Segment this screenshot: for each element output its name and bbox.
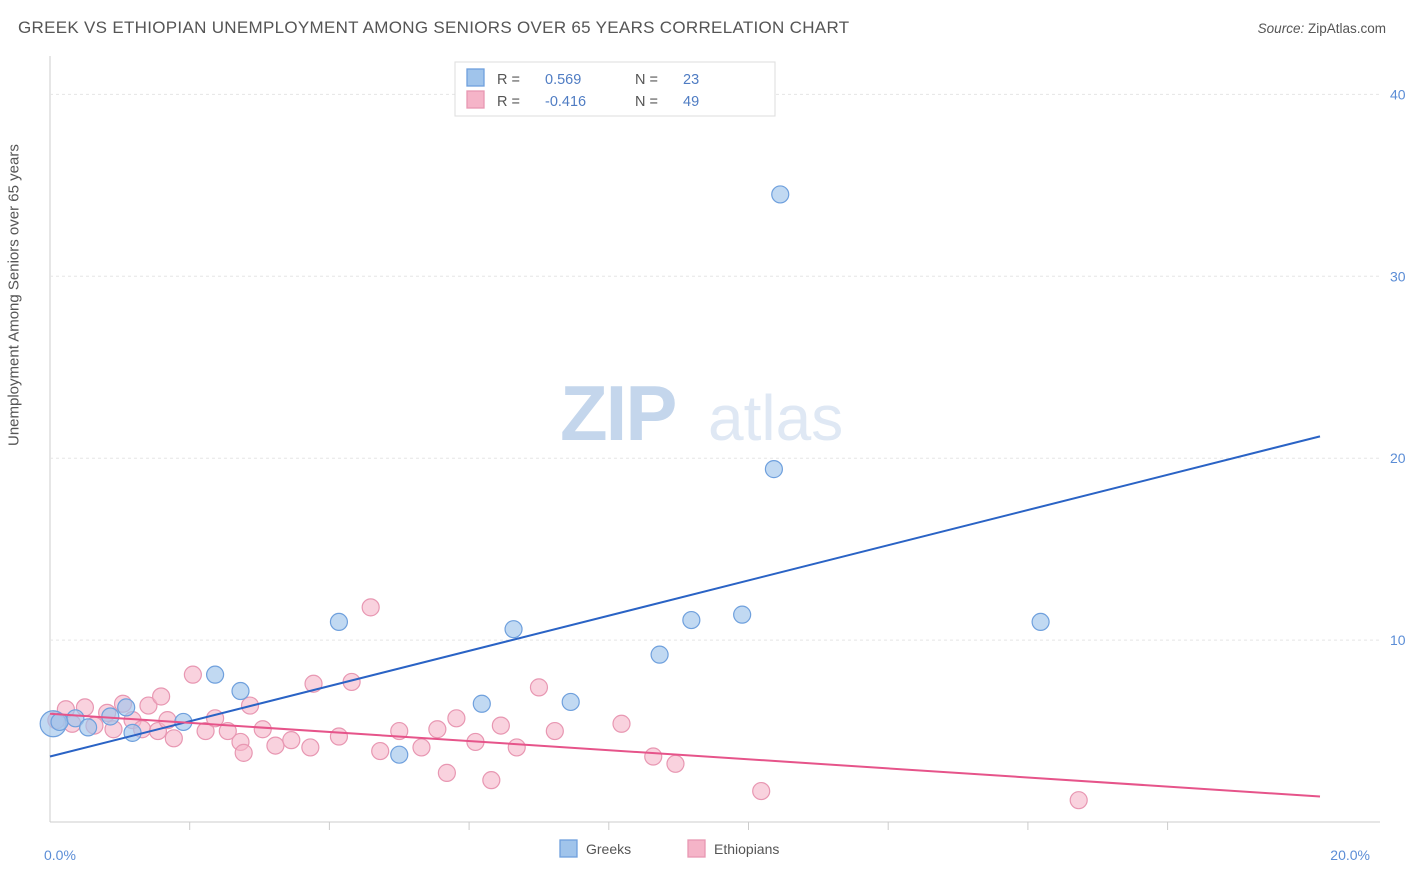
data-point bbox=[302, 739, 319, 756]
data-point bbox=[1070, 792, 1087, 809]
stat-n-value: 23 bbox=[683, 72, 699, 88]
stat-n-value: 49 bbox=[683, 94, 699, 110]
data-point bbox=[1032, 613, 1049, 630]
data-point bbox=[508, 739, 525, 756]
stat-r-label: R = bbox=[497, 94, 520, 110]
data-point bbox=[118, 699, 135, 716]
data-point bbox=[254, 721, 271, 738]
y-tick-label: 40.0% bbox=[1390, 86, 1406, 102]
data-point bbox=[667, 755, 684, 772]
data-point bbox=[283, 732, 300, 749]
data-point bbox=[683, 612, 700, 629]
data-point bbox=[492, 717, 509, 734]
data-point bbox=[546, 723, 563, 740]
scatter-chart: 10.0% 20.0% 30.0% 40.0% 0.0% 20.0% ZIP atlas R =… bbox=[0, 0, 1406, 892]
y-axis-label: Unemployment Among Seniors over 65 years bbox=[6, 144, 23, 446]
data-point bbox=[80, 719, 97, 736]
data-point bbox=[473, 695, 490, 712]
stat-n-label: N = bbox=[635, 72, 658, 88]
y-tick-label: 20.0% bbox=[1390, 450, 1406, 466]
trend-line bbox=[50, 436, 1320, 756]
data-point bbox=[613, 715, 630, 732]
data-point bbox=[153, 688, 170, 705]
data-point bbox=[124, 724, 141, 741]
data-point bbox=[207, 666, 224, 683]
legend-swatch bbox=[688, 840, 705, 857]
data-point bbox=[232, 683, 249, 700]
x-tick-label: 0.0% bbox=[44, 847, 76, 863]
data-point bbox=[772, 186, 789, 203]
svg-text:ZIP: ZIP bbox=[560, 369, 675, 457]
data-point bbox=[438, 764, 455, 781]
data-point bbox=[391, 746, 408, 763]
data-point bbox=[753, 783, 770, 800]
data-point bbox=[483, 772, 500, 789]
legend-label: Ethiopians bbox=[714, 841, 779, 857]
x-tick-label: 20.0% bbox=[1330, 847, 1370, 863]
data-point bbox=[235, 744, 252, 761]
legend-swatch bbox=[560, 840, 577, 857]
data-point bbox=[448, 710, 465, 727]
data-point bbox=[765, 461, 782, 478]
source-label: Source: bbox=[1258, 21, 1305, 36]
stat-n-label: N = bbox=[635, 94, 658, 110]
data-point bbox=[645, 748, 662, 765]
data-point bbox=[562, 693, 579, 710]
data-point bbox=[734, 606, 751, 623]
svg-text:atlas: atlas bbox=[708, 382, 843, 454]
legend-label: Greeks bbox=[586, 841, 631, 857]
data-point bbox=[51, 713, 68, 730]
source-attribution: Source: ZipAtlas.com bbox=[1258, 21, 1386, 36]
y-tick-label: 30.0% bbox=[1390, 268, 1406, 284]
data-point bbox=[530, 679, 547, 696]
chart-title: GREEK VS ETHIOPIAN UNEMPLOYMENT AMONG SE… bbox=[18, 18, 849, 38]
data-point bbox=[165, 730, 182, 747]
data-point bbox=[330, 728, 347, 745]
watermark: ZIP atlas bbox=[560, 369, 843, 457]
data-point bbox=[429, 721, 446, 738]
stat-r-value: 0.569 bbox=[545, 72, 581, 88]
data-point bbox=[362, 599, 379, 616]
data-point bbox=[267, 737, 284, 754]
chart-root: GREEK VS ETHIOPIAN UNEMPLOYMENT AMONG SE… bbox=[0, 0, 1406, 892]
data-point bbox=[413, 739, 430, 756]
data-point bbox=[184, 666, 201, 683]
data-point bbox=[651, 646, 668, 663]
data-point bbox=[372, 743, 389, 760]
legend-swatch bbox=[467, 91, 484, 108]
stat-r-label: R = bbox=[497, 72, 520, 88]
stat-r-value: -0.416 bbox=[545, 94, 586, 110]
data-point bbox=[330, 613, 347, 630]
data-point bbox=[505, 621, 522, 638]
y-tick-label: 10.0% bbox=[1390, 632, 1406, 648]
source-value: ZipAtlas.com bbox=[1308, 21, 1386, 36]
legend-swatch bbox=[467, 69, 484, 86]
series-legend: Greeks Ethiopians bbox=[560, 840, 779, 857]
